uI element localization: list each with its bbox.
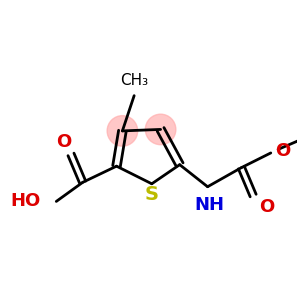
Text: O: O (275, 142, 290, 160)
Circle shape (145, 114, 176, 145)
Text: NH: NH (194, 196, 224, 214)
Text: O: O (259, 199, 274, 217)
Text: S: S (145, 185, 159, 205)
Text: O: O (56, 134, 71, 152)
Text: CH₃: CH₃ (120, 73, 148, 88)
Text: HO: HO (10, 192, 40, 210)
Circle shape (107, 116, 138, 146)
